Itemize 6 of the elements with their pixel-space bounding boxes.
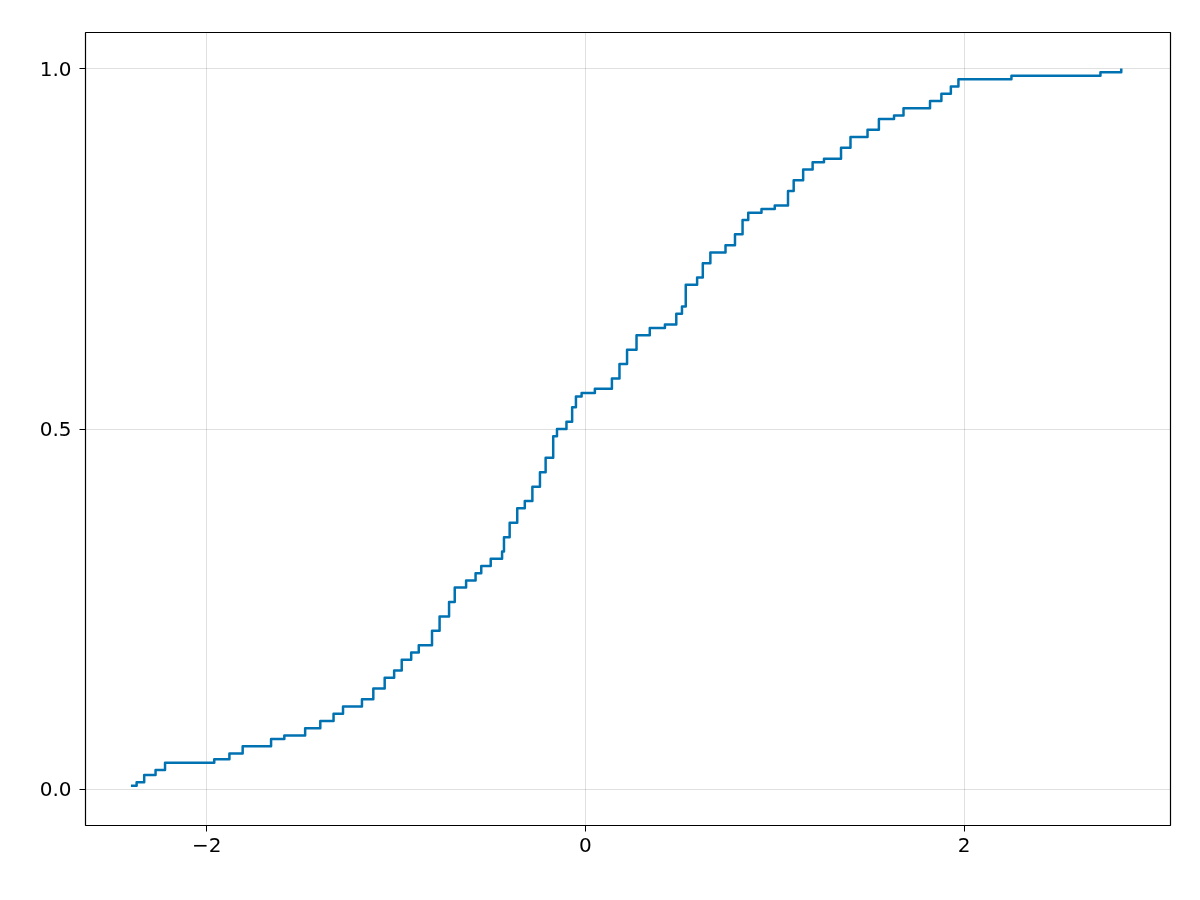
y-tick-label: 0.0 — [39, 777, 72, 802]
y-tick-label: 0.5 — [39, 417, 72, 441]
x-tick-label: 2 — [957, 832, 971, 857]
x-tick-label: −2 — [191, 832, 222, 857]
y-tick-label: 1.0 — [39, 56, 72, 81]
x-tick-label: 0 — [579, 832, 592, 857]
